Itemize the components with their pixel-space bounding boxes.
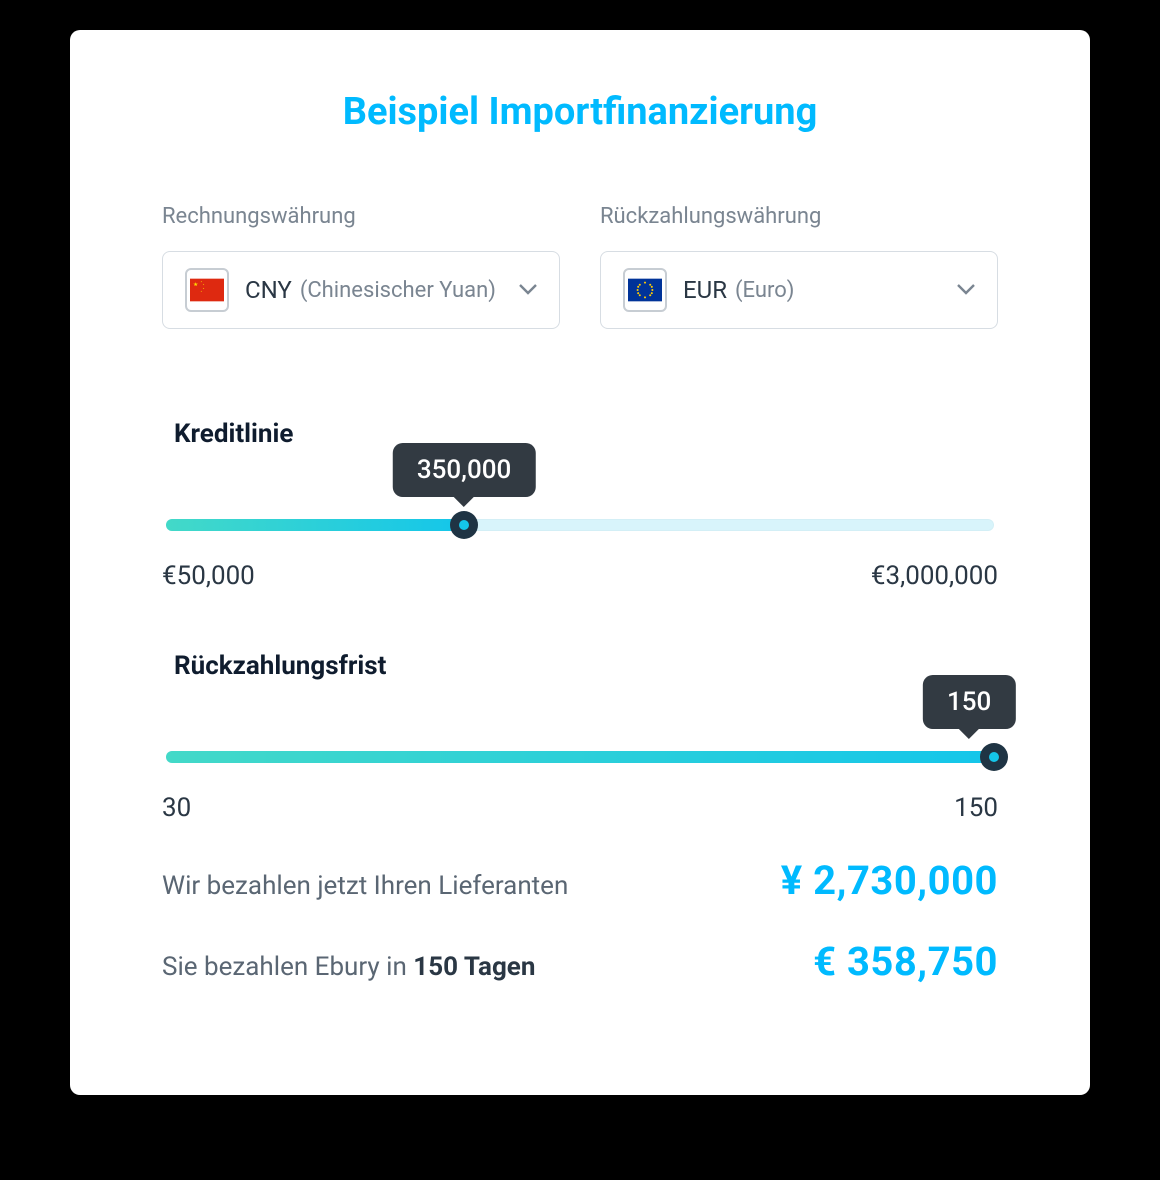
term-max: 150 <box>954 793 998 823</box>
term-title: Rückzahlungsfrist <box>174 651 998 681</box>
page-title: Beispiel Importfinanzierung <box>162 90 998 134</box>
credit-line-max: €3,000,000 <box>871 561 998 591</box>
eu-flag-icon <box>623 268 667 312</box>
slider-fill <box>166 519 464 531</box>
supplier-payment-row: Wir bezahlen jetzt Ihren Lieferanten ¥ 2… <box>162 857 998 904</box>
invoice-currency-label: Rechnungswährung <box>162 204 560 229</box>
term-slider-block: Rückzahlungsfrist 150 30 150 <box>162 651 998 823</box>
credit-line-scale: €50,000 €3,000,000 <box>162 561 998 591</box>
invoice-currency-name: (Chinesischer Yuan) <box>300 278 496 303</box>
chevron-down-icon <box>519 284 537 296</box>
repayment-value: € 358,750 <box>813 938 998 985</box>
term-scale: 30 150 <box>162 793 998 823</box>
invoice-currency-select[interactable]: CNY (Chinesischer Yuan) <box>162 251 560 329</box>
repay-currency-select[interactable]: EUR (Euro) <box>600 251 998 329</box>
repayment-label: Sie bezahlen Ebury in 150 Tagen <box>162 951 535 985</box>
repayment-days: 150 Tagen <box>413 952 535 982</box>
invoice-currency-code: CNY <box>245 276 292 304</box>
term-handle[interactable] <box>980 743 1008 771</box>
credit-line-title: Kreditlinie <box>174 419 998 449</box>
supplier-payment-value: ¥ 2,730,000 <box>781 857 998 904</box>
repay-currency-name: (Euro) <box>735 278 794 303</box>
credit-line-slider-block: Kreditlinie 350,000 €50,000 €3,000,000 <box>162 419 998 591</box>
credit-line-slider[interactable]: 350,000 <box>166 515 994 535</box>
china-flag-icon <box>185 268 229 312</box>
repay-currency-code: EUR <box>683 276 727 304</box>
term-slider[interactable]: 150 <box>166 747 994 767</box>
repay-currency-col: Rückzahlungswährung <box>600 204 998 329</box>
currency-selectors-row: Rechnungswährung CNY (Chinesischer Yuan) <box>162 204 998 329</box>
supplier-payment-label: Wir bezahlen jetzt Ihren Lieferanten <box>162 870 568 904</box>
repay-currency-label: Rückzahlungswährung <box>600 204 998 229</box>
slider-fill <box>166 751 994 763</box>
term-tooltip: 150 <box>923 675 1015 729</box>
credit-line-handle[interactable] <box>450 511 478 539</box>
invoice-currency-col: Rechnungswährung CNY (Chinesischer Yuan) <box>162 204 560 329</box>
term-min: 30 <box>162 793 191 823</box>
credit-line-tooltip: 350,000 <box>393 443 535 497</box>
repayment-row: Sie bezahlen Ebury in 150 Tagen € 358,75… <box>162 938 998 985</box>
credit-line-min: €50,000 <box>162 561 255 591</box>
chevron-down-icon <box>957 284 975 296</box>
finance-calculator-card: Beispiel Importfinanzierung Rechnungswäh… <box>70 30 1090 1095</box>
repayment-text-prefix: Sie bezahlen Ebury in <box>162 952 413 982</box>
